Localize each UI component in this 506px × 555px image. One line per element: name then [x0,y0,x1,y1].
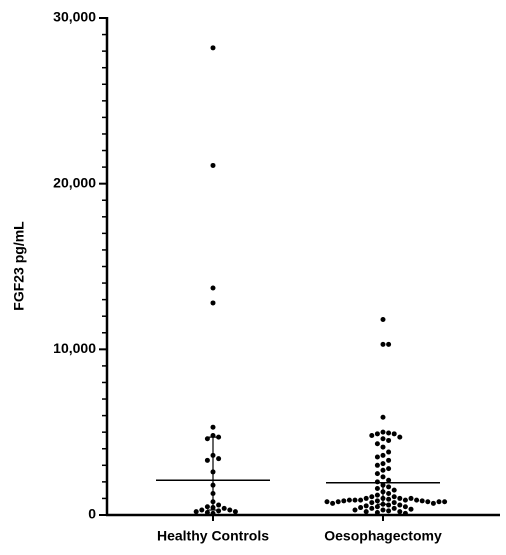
data-point [391,500,397,506]
data-point [380,414,386,420]
data-point [369,505,375,511]
data-point [391,494,397,500]
data-point [386,449,392,455]
data-point [232,509,238,515]
x-tick-label: Healthy Controls [157,528,269,544]
data-point [227,507,233,513]
data-point [430,500,436,506]
y-tick-label: 30,000 [53,9,96,25]
data-point [363,503,369,509]
data-point [397,502,403,508]
data-point [210,300,216,306]
data-point [352,507,358,513]
data-point [199,507,205,513]
data-point [341,498,347,504]
data-point [397,495,403,501]
data-point [414,497,420,503]
data-point [193,509,199,515]
data-point [380,474,386,480]
data-point [391,505,397,511]
data-point [391,431,397,437]
data-point [221,505,227,511]
data-point [402,497,408,503]
data-point [380,429,386,435]
data-point [369,494,375,500]
data-point [374,441,380,447]
data-point [380,341,386,347]
data-point [330,500,336,506]
data-point [335,499,341,505]
y-tick-label: 20,000 [53,174,96,190]
data-point [210,510,216,516]
data-point [386,496,392,502]
data-point [386,484,392,490]
y-tick-label: 0 [88,506,96,522]
data-point [374,471,380,477]
data-point [204,457,210,463]
data-point [397,509,403,515]
data-point [425,499,431,505]
data-point [386,508,392,514]
data-point [380,444,386,450]
data-point [352,497,358,503]
data-point [380,452,386,458]
data-point [386,457,392,463]
data-point [358,497,364,503]
data-point [363,495,369,501]
data-point [374,462,380,468]
data-point [363,509,369,515]
data-point [380,436,386,442]
data-point [346,497,352,503]
data-point [216,502,222,508]
data-point [210,162,216,168]
data-point [386,490,392,496]
data-point [391,487,397,493]
data-point [210,285,216,291]
data-point [369,500,375,506]
data-point [386,502,392,508]
data-point [402,510,408,516]
y-axis-label: FGF23 pg/mL [11,221,27,311]
data-point [369,432,375,438]
data-point [380,461,386,467]
data-point [442,499,448,505]
data-point [204,510,210,516]
data-point [204,504,210,510]
data-point [374,454,380,460]
data-point [386,477,392,483]
data-point [436,499,442,505]
data-point [386,341,392,347]
data-point [374,510,380,516]
data-point [408,495,414,501]
data-point [374,485,380,491]
data-point [397,434,403,440]
data-point [210,45,216,51]
data-point [374,431,380,437]
y-tick-label: 10,000 [53,340,96,356]
data-point [216,456,222,462]
data-point [386,437,392,443]
data-point [419,498,425,504]
data-point [380,507,386,513]
data-point [380,317,386,323]
data-point [374,504,380,510]
data-point [374,479,380,485]
data-point [386,430,392,436]
data-point [402,504,408,510]
data-point [380,467,386,473]
data-point [408,506,414,512]
data-point [374,498,380,504]
data-point [374,492,380,498]
data-point [210,424,216,430]
data-point [386,466,392,472]
data-point [358,505,364,511]
data-point [324,499,330,505]
data-point [216,508,222,514]
x-tick-label: Oesophagectomy [324,528,442,544]
